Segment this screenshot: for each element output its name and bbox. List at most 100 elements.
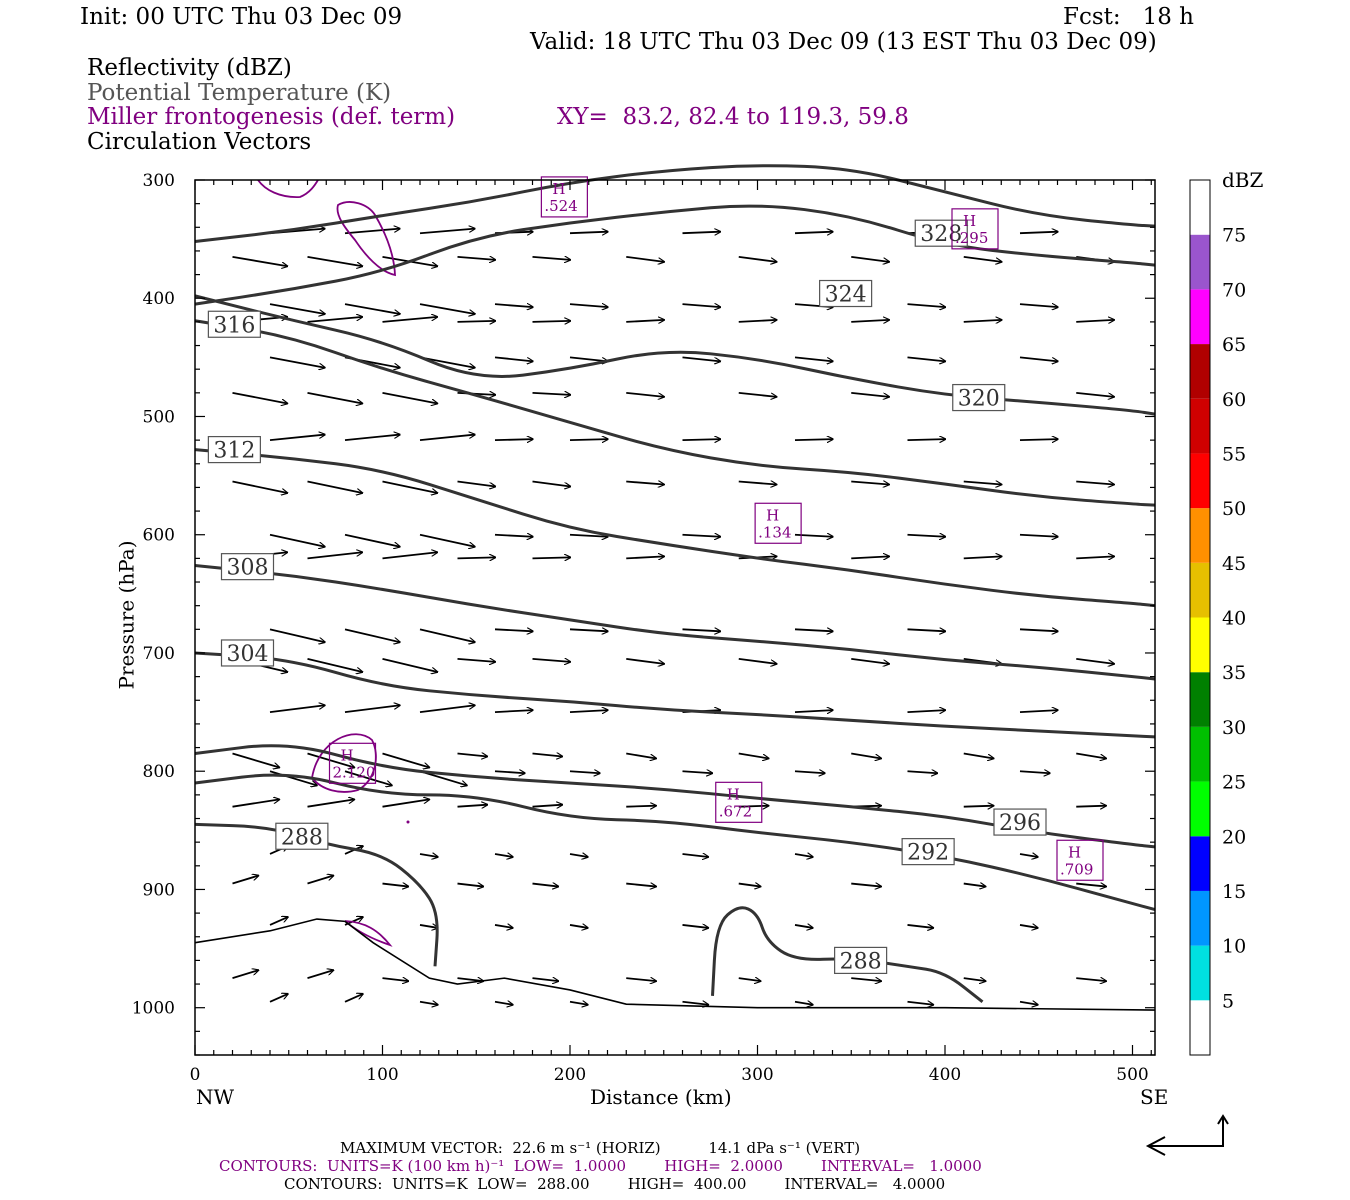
circulation-vector: [851, 657, 889, 664]
circulation-vector: [457, 257, 496, 260]
circulation-vector: [794, 629, 833, 631]
theta-label-304: 304: [227, 642, 269, 667]
circulation-vector: [907, 925, 934, 928]
circulation-vector: [738, 255, 777, 262]
circulation-vector: [794, 854, 813, 857]
circulation-vector: [419, 356, 475, 367]
circulation-vector: [494, 304, 533, 307]
theta-label-box: [207, 435, 261, 464]
circulation-vector: [419, 628, 475, 642]
circulation-vector: [232, 799, 280, 808]
circulation-vector: [682, 232, 721, 234]
circulation-vector: [738, 752, 769, 758]
theta-contour-info: CONTOURS: UNITS=K LOW= 288.00 HIGH= 400.…: [284, 1175, 946, 1193]
circulation-vectors: [232, 229, 1115, 1005]
circulation-vector: [1019, 629, 1058, 631]
theta-label-296: 296: [999, 811, 1041, 836]
colorbar-level-label: 10: [1222, 936, 1246, 958]
circulation-vector: [963, 978, 986, 981]
colorbar-level-label: 50: [1222, 498, 1246, 520]
circulation-vector: [1076, 806, 1106, 807]
circulation-vector: [307, 970, 334, 980]
theta-label-308: 308: [227, 556, 269, 581]
colorbar-level-label: 25: [1222, 772, 1246, 794]
circulation-vector: [457, 805, 488, 807]
theta-contour-288: [711, 906, 984, 1003]
x-right-end-label: SE: [1140, 1085, 1169, 1109]
circulation-vector: [457, 480, 496, 487]
theta-contour-308: [194, 563, 1156, 681]
circulation-vector: [569, 629, 608, 631]
theta-label-320: 320: [958, 387, 1000, 412]
circulation-vector: [682, 304, 721, 307]
colorbar-segment: [1190, 508, 1210, 563]
circulation-vector: [1019, 439, 1058, 440]
colorbar-level-label: 55: [1222, 443, 1246, 465]
y-tick-label: 900: [143, 880, 175, 900]
circulation-vector: [1019, 535, 1058, 537]
x-tick-label: 300: [741, 1065, 773, 1085]
circulation-vector: [382, 752, 430, 767]
circulation-vector: [494, 356, 533, 361]
valid-time: Valid: 18 UTC Thu 03 Dec 09 (13 EST Thu …: [530, 29, 1157, 55]
colorbar-segment: [1190, 726, 1210, 782]
theta-label-328: 328: [920, 222, 962, 247]
circulation-vector: [963, 884, 986, 887]
circulation-vector: [907, 1002, 934, 1005]
y-tick-label: 1000: [132, 999, 175, 1019]
circulation-vector: [682, 1002, 709, 1005]
circulation-vector: [419, 435, 475, 442]
circulation-vector: [532, 753, 563, 756]
circulation-vector: [232, 752, 280, 767]
circulation-vector: [569, 925, 588, 928]
circulation-vector: [344, 533, 400, 547]
circulation-vector: [738, 884, 761, 887]
fgen-max-box: [540, 176, 588, 218]
fgen-max-h: H: [552, 180, 565, 198]
circulation-vector: [682, 439, 721, 440]
circulation-vector: [532, 321, 571, 322]
colorbar-level-label: 60: [1222, 389, 1246, 411]
forecast-hour: Fcst: 18 h: [1063, 4, 1194, 30]
circulation-vector: [963, 752, 994, 758]
circulation-vector: [1019, 854, 1038, 857]
circulation-vector: [307, 752, 355, 767]
circulation-vector: [794, 771, 825, 773]
circulation-vector: [626, 391, 664, 397]
circulation-vector: [232, 480, 288, 494]
colorbar-level-label: 75: [1222, 225, 1246, 247]
fgen-contour: [344, 920, 393, 947]
colorbar-level-label: 70: [1222, 279, 1246, 301]
circulation-vector: [794, 439, 833, 440]
circulation-vector: [738, 806, 769, 807]
circulation-vector: [907, 771, 938, 773]
circulation-vector: [269, 994, 288, 1003]
circulation-vector: [269, 628, 325, 642]
circulation-vector: [269, 303, 325, 314]
circulation-vector: [1019, 710, 1058, 712]
colorbar-segment: [1190, 1000, 1210, 1055]
terrain-line: [194, 918, 1156, 1011]
theta-label-box: [275, 822, 329, 850]
circulation-vector: [494, 535, 533, 537]
x-left-end-label: NW: [196, 1085, 235, 1109]
circulation-vector: [307, 552, 363, 560]
circulation-vector: [532, 884, 559, 887]
circulation-vector: [382, 658, 438, 672]
circulation-vector: [1076, 978, 1106, 981]
circulation-vector: [682, 356, 721, 361]
circulation-vector: [382, 884, 409, 887]
circulation-vector: [269, 533, 325, 547]
circulation-vector: [738, 391, 777, 397]
circulation-vector: [532, 257, 571, 260]
circulation-vector: [569, 439, 608, 440]
plot-frame: [194, 179, 1156, 1056]
theta-contour-324: [194, 204, 1156, 306]
circulation-vector: [851, 391, 889, 397]
field-theta: Potential Temperature (K): [87, 80, 392, 106]
circulation-vector: [382, 799, 430, 808]
circulation-vector: [963, 255, 1002, 262]
circulation-vector: [344, 435, 400, 442]
theta-contour-304: [194, 651, 1156, 739]
circulation-vector: [626, 978, 656, 981]
